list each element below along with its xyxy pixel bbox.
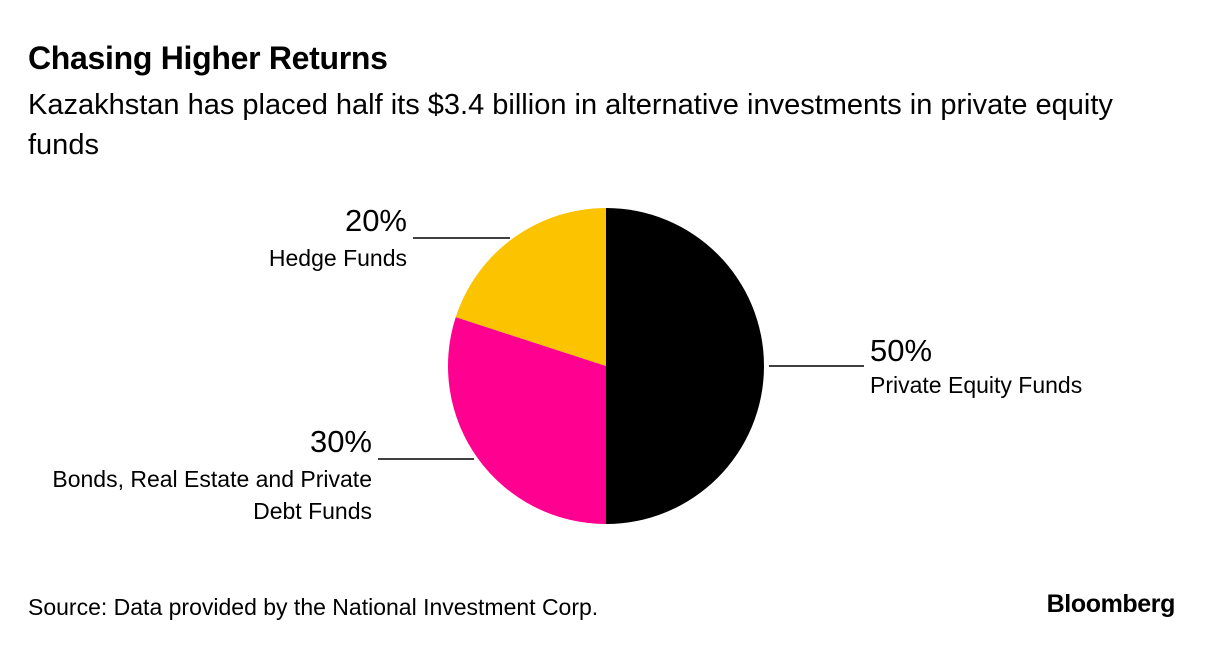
slice-label-private-equity-funds-line-1: Private Equity Funds: [870, 372, 1082, 398]
pie-callouts: 50% Private Equity Funds 30% Bonds, Real Es…: [52, 203, 1082, 524]
value-label-private-equity-funds: 50%: [870, 333, 932, 368]
pie-slices: [447, 208, 764, 524]
slice-label-bonds-real-estate-and-private-debt-funds-line-2: Debt Funds: [253, 498, 372, 524]
slice-label-bonds-real-estate-and-private-debt-funds-line-1: Bonds, Real Estate and Private: [52, 466, 372, 492]
pie-slice-bonds-real-estate-and-private-debt-funds: [447, 317, 606, 524]
value-label-hedge-funds: 20%: [345, 203, 407, 238]
bloomberg-logo: Bloomberg: [1046, 590, 1176, 618]
pie-slice-hedge-funds: [455, 208, 606, 366]
value-label-bonds-real-estate-and-private-debt-funds: 30%: [310, 424, 372, 459]
slice-label-hedge-funds-line-1: Hedge Funds: [269, 245, 407, 271]
chart-title: Chasing Higher Returns: [28, 40, 388, 76]
source-note: Source: Data provided by the National In…: [28, 594, 599, 620]
chart-subtitle: Kazakhstan has placed half its $3.4 bill…: [28, 89, 1113, 161]
pie-slice-private-equity-funds: [606, 208, 764, 524]
